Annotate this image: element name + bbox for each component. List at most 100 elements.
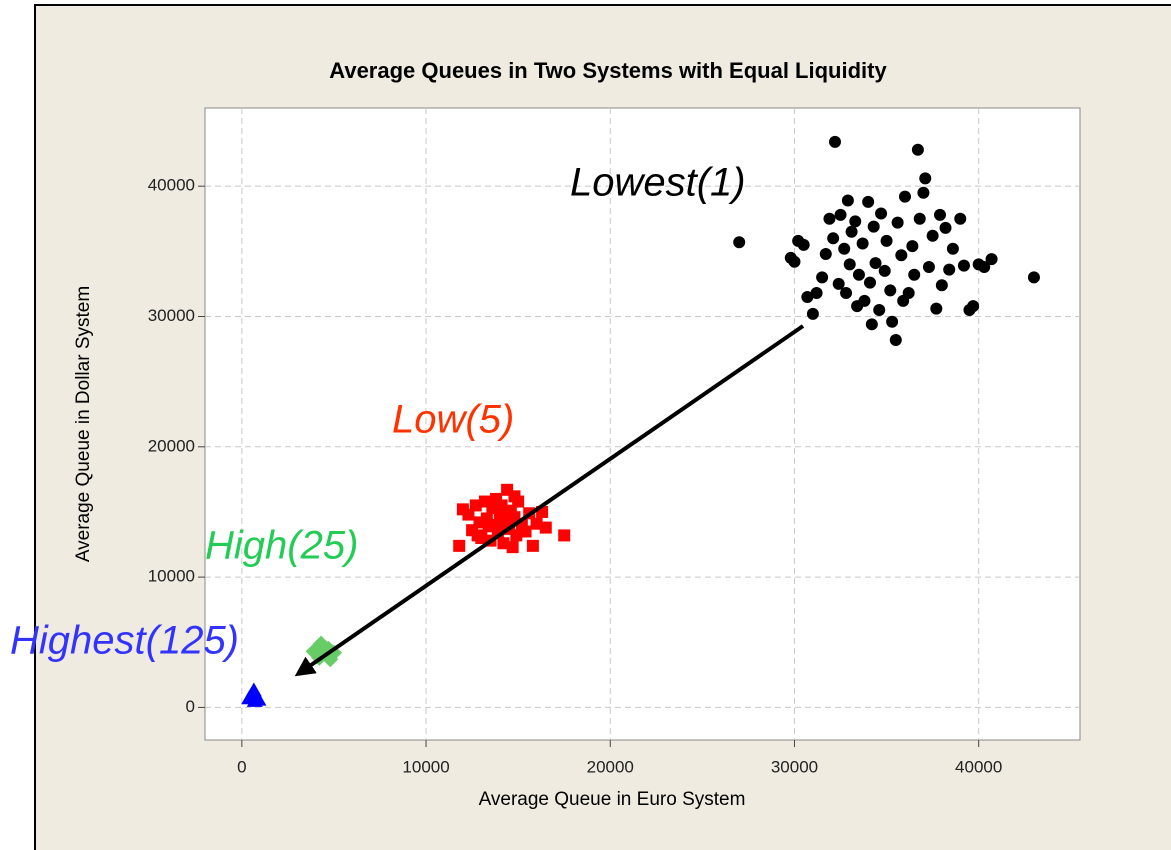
point [843, 258, 856, 271]
point [886, 315, 899, 328]
point [878, 264, 891, 277]
x-axis-label: Average Queue in Euro System [479, 789, 746, 810]
point [840, 287, 853, 300]
x-tick-label: 0 [237, 757, 246, 776]
x-tick-label: 30000 [771, 757, 818, 776]
point [865, 318, 878, 331]
point [510, 529, 523, 542]
point [810, 287, 823, 300]
point [250, 691, 267, 706]
chart-title: Average Queues in Two Systems with Equal… [329, 58, 887, 83]
point [873, 303, 886, 316]
point [858, 294, 871, 307]
point [539, 521, 552, 534]
point [954, 212, 967, 225]
point [482, 520, 495, 533]
arrow [294, 324, 805, 677]
point [526, 539, 539, 552]
point [906, 240, 919, 253]
plot-area [204, 107, 1081, 741]
point [823, 212, 836, 225]
point [985, 253, 998, 266]
point [939, 221, 952, 234]
point [867, 220, 880, 233]
point [852, 268, 865, 281]
point [530, 517, 543, 530]
point [838, 242, 851, 255]
point [922, 260, 935, 273]
point [935, 279, 948, 292]
point [875, 207, 888, 220]
point [880, 234, 893, 247]
point [497, 537, 510, 550]
point [864, 276, 876, 289]
point [797, 238, 810, 251]
point [908, 268, 921, 281]
point [957, 259, 970, 272]
point [913, 212, 926, 225]
point [934, 208, 946, 221]
point [834, 208, 847, 221]
point [930, 302, 943, 315]
point [832, 277, 845, 290]
point [508, 490, 521, 503]
point [943, 263, 956, 276]
point [895, 249, 908, 262]
series-label: Low(5) [392, 398, 514, 442]
point [469, 499, 482, 512]
point [806, 307, 819, 320]
point [733, 236, 746, 249]
y-tick-label: 40000 [148, 176, 195, 195]
point [788, 255, 801, 268]
point [856, 237, 869, 250]
point [978, 260, 991, 273]
point [891, 216, 904, 229]
point [917, 186, 930, 199]
point [897, 294, 910, 307]
y-tick-label: 20000 [148, 436, 195, 455]
point [884, 284, 897, 297]
point [453, 539, 466, 552]
point [899, 190, 911, 203]
point [495, 499, 508, 512]
point [1027, 271, 1040, 284]
point [519, 525, 532, 538]
point [320, 640, 337, 657]
point [819, 247, 832, 260]
x-tick-label: 40000 [955, 757, 1002, 776]
point [536, 505, 549, 518]
y-tick-label: 30000 [148, 306, 195, 325]
point [827, 232, 840, 245]
point [816, 271, 829, 284]
y-tick-label: 0 [186, 697, 195, 716]
point [862, 195, 875, 208]
point [869, 257, 882, 270]
point [946, 242, 959, 255]
marks [241, 135, 1040, 707]
point [845, 225, 858, 238]
point [471, 529, 484, 542]
point [841, 194, 854, 207]
point [967, 300, 980, 313]
x-tick-label: 10000 [402, 757, 449, 776]
y-tick-label: 10000 [148, 567, 195, 586]
point [829, 135, 841, 148]
point [558, 529, 571, 542]
series-label: High(25) [205, 524, 358, 568]
point [919, 172, 932, 185]
point [889, 333, 902, 346]
y-axis-label: Average Queue in Dollar System [73, 286, 94, 562]
point [245, 682, 262, 697]
point [849, 215, 862, 228]
x-tick-label: 20000 [587, 757, 634, 776]
point [504, 504, 517, 517]
point [506, 541, 519, 554]
series-label: Highest(125) [10, 619, 239, 663]
point [462, 508, 475, 521]
point [926, 229, 939, 242]
point [501, 483, 514, 496]
series-label: Lowest(1) [570, 161, 746, 205]
point [911, 143, 924, 156]
